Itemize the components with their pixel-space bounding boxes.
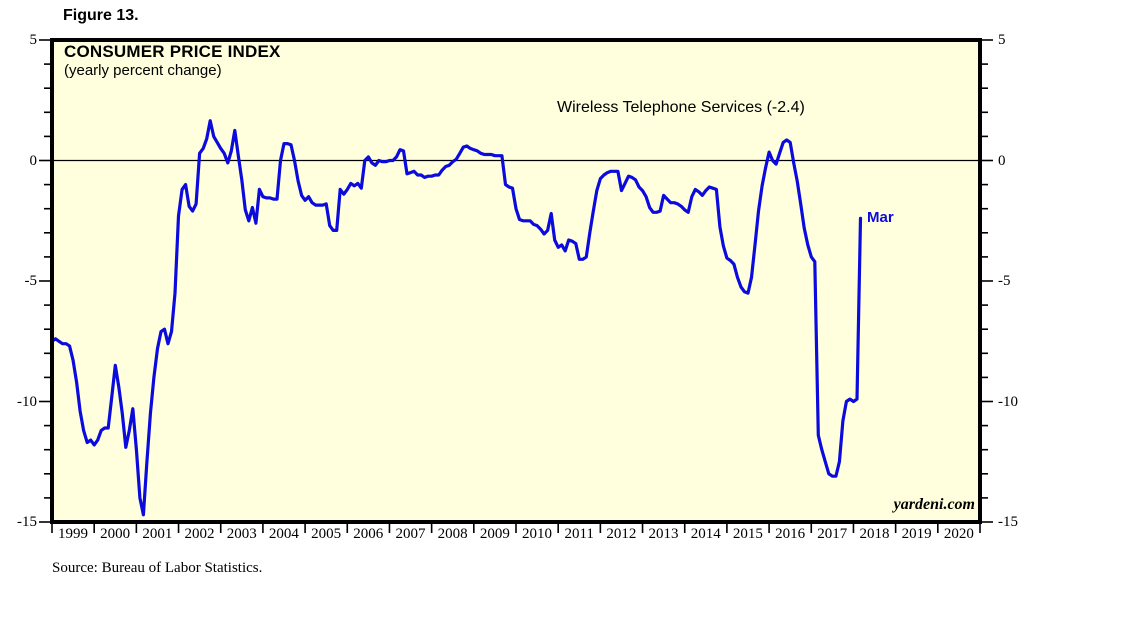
last-point-label: Mar <box>867 209 894 226</box>
series-label: Wireless Telephone Services (-2.4) <box>557 99 805 116</box>
x-axis-label-2006: 2006 <box>353 526 384 542</box>
figure-label: Figure 13. <box>63 7 139 24</box>
watermark-yardeni: yardeni.com <box>893 496 975 513</box>
plot-background <box>52 40 980 522</box>
x-axis-label-2002: 2002 <box>184 526 215 542</box>
x-axis-label-1999: 1999 <box>58 526 88 542</box>
y-axis-label-right-5: 5 <box>998 32 1006 48</box>
data-line-wireless-telephone-services <box>50 119 863 517</box>
y-axis-label-left--15: -15 <box>17 514 37 530</box>
plot-border <box>50 38 982 524</box>
y-axis-label-left-5: 5 <box>29 32 38 48</box>
x-axis-label-2013: 2013 <box>648 526 679 542</box>
y-axis-label-right--15: -15 <box>998 514 1018 530</box>
y-axis-label-left--10: -10 <box>17 393 37 410</box>
y-axis-label-right--5: -5 <box>998 273 1011 289</box>
x-axis-label-2010: 2010 <box>522 526 552 542</box>
x-axis-label-2003: 2003 <box>226 526 257 542</box>
source-note: Source: Bureau of Labor Statistics. <box>52 560 263 576</box>
x-axis-label-2000: 2000 <box>100 526 131 542</box>
x-axis-label-2015: 2015 <box>732 526 763 542</box>
x-axis-label-2014: 2014 <box>690 526 721 542</box>
x-axis-label-2020: 2020 <box>943 526 974 542</box>
y-axis-label-left-0: 0 <box>29 152 38 169</box>
x-axis-label-2001: 2001 <box>142 526 173 542</box>
x-axis-label-2004: 2004 <box>268 526 299 542</box>
y-axis-label-right--10: -10 <box>998 393 1018 410</box>
x-axis-label-2012: 2012 <box>606 526 637 542</box>
y-axis-label-left--5: -5 <box>24 273 38 289</box>
x-axis-label-2009: 2009 <box>479 526 510 542</box>
chart-subtitle: (yearly percent change) <box>64 62 222 79</box>
chart-title: CONSUMER PRICE INDEX <box>64 42 281 61</box>
x-axis-label-2018: 2018 <box>859 526 890 542</box>
x-axis-label-2017: 2017 <box>817 526 848 542</box>
x-axis-label-2007: 2007 <box>395 526 426 542</box>
x-axis-label-2019: 2019 <box>901 526 932 542</box>
y-axis-label-right-0: 0 <box>998 152 1006 169</box>
x-axis-label-2011: 2011 <box>564 526 594 542</box>
x-axis-label-2005: 2005 <box>311 526 342 542</box>
x-axis-label-2016: 2016 <box>775 526 806 542</box>
x-axis-label-2008: 2008 <box>437 526 468 542</box>
